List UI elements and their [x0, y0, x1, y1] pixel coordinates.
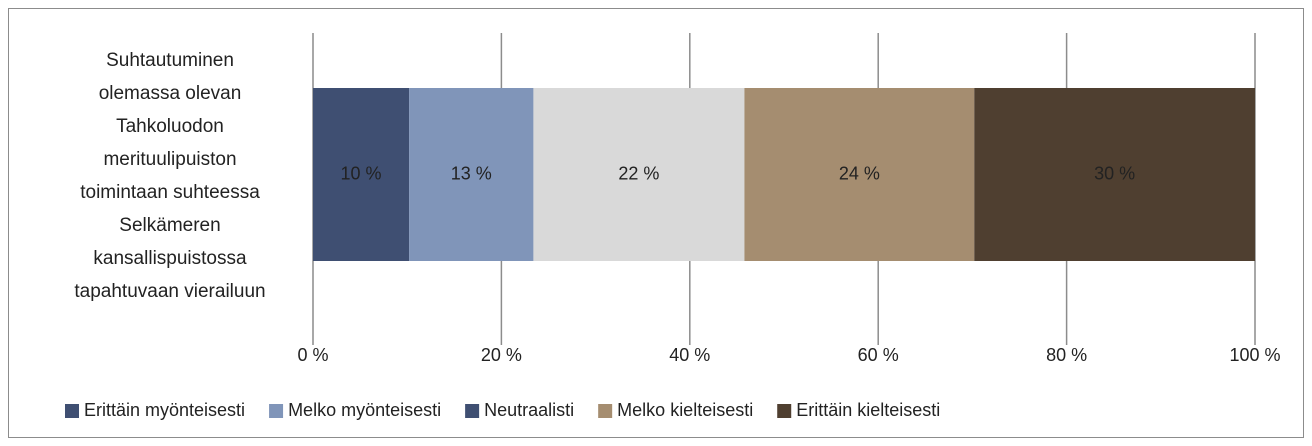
- x-tick-label: 40 %: [669, 345, 710, 365]
- x-tick-label: 20 %: [481, 345, 522, 365]
- bar-segment: [533, 88, 745, 261]
- x-tick-label: 80 %: [1046, 345, 1087, 365]
- category-label: Suhtautuminen olemassa olevan Tahkoluodo…: [74, 50, 266, 302]
- data-label: 24 %: [839, 163, 880, 183]
- legend-swatch: [777, 404, 792, 418]
- bar-segment: [409, 88, 534, 261]
- legend-label: Neutraalisti: [484, 400, 574, 420]
- x-tick-label: 60 %: [858, 345, 899, 365]
- legend-swatch: [65, 404, 79, 418]
- x-tick-label: 0 %: [297, 345, 328, 365]
- legend-swatch: [269, 404, 284, 418]
- legend-swatch: [465, 404, 480, 418]
- bar-segment: [313, 88, 410, 261]
- data-label: 13 %: [451, 163, 492, 183]
- legend-label: Melko kielteisesti: [617, 400, 753, 420]
- legend-swatch: [598, 404, 613, 418]
- data-label: 30 %: [1094, 163, 1135, 183]
- legend-label: Erittäin kielteisesti: [796, 400, 940, 420]
- x-tick-label: 100 %: [1229, 345, 1280, 365]
- bar-segment: [744, 88, 975, 261]
- legend-label: Melko myönteisesti: [288, 400, 441, 420]
- bar-segment: [974, 88, 1255, 261]
- data-label: 10 %: [341, 163, 382, 183]
- data-label: 22 %: [618, 163, 659, 183]
- legend-label: Erittäin myönteisesti: [84, 400, 245, 420]
